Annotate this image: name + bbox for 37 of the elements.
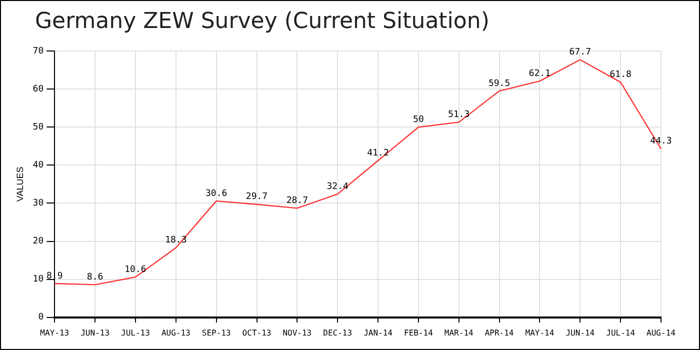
data-label: 8.6	[86, 272, 104, 283]
data-label: 51.3	[448, 110, 470, 120]
y-tick-label: 40	[32, 160, 44, 171]
y-tick-label: 20	[32, 236, 44, 247]
data-label: 62.1	[528, 68, 551, 79]
x-tick-label: AUG-13	[161, 328, 191, 338]
x-tick-label: JUL-13	[121, 328, 150, 338]
y-tick-label: 70	[32, 46, 44, 56]
data-label: 28.7	[286, 196, 308, 206]
x-tick-label: JAN-14	[364, 328, 393, 338]
data-label: 61.8	[610, 70, 632, 80]
data-label: 10.6	[124, 264, 146, 275]
x-tick-label: JUN-14	[566, 328, 595, 338]
y-tick-label: 30	[32, 198, 44, 209]
x-tick-label: NOV-13	[282, 328, 312, 338]
x-tick-label: MAR-14	[444, 328, 474, 338]
x-tick-label: DEC-13	[323, 328, 352, 338]
y-tick-label: 50	[32, 122, 44, 132]
y-axis-title: VALUES	[14, 166, 25, 202]
x-tick-label: SEP-13	[202, 328, 231, 338]
data-label: 30.6	[205, 188, 228, 199]
y-tick-label: 10	[32, 274, 44, 285]
data-label: 67.7	[569, 48, 591, 58]
x-tick-label: OCT-13	[242, 328, 272, 338]
x-tick-label: FEB-14	[404, 328, 434, 338]
y-tick-label: 60	[32, 84, 44, 94]
x-tick-label: APR-14	[484, 328, 514, 338]
x-tick-label: JUN-13	[80, 328, 110, 338]
x-tick-label: MAY-13	[40, 328, 70, 338]
chart-title: Germany ZEW Survey (Current Situation)	[35, 9, 490, 34]
y-tick-label: 0	[38, 312, 44, 323]
x-tick-label: AUG-14	[646, 328, 676, 338]
data-label: 59.5	[488, 78, 510, 89]
x-tick-label: JUL-14	[606, 328, 636, 338]
data-label: 50	[413, 114, 424, 125]
data-label: 29.7	[246, 192, 268, 202]
x-tick-label: MAY-14	[525, 328, 554, 338]
